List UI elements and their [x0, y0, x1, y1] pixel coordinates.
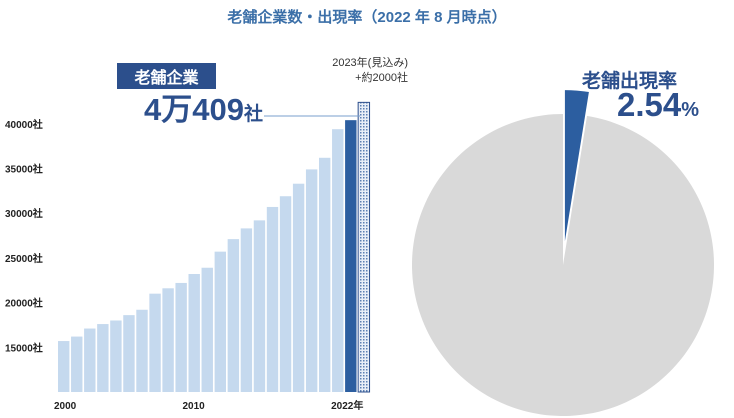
chart-title: 老舗企業数・出現率（2022 年 8 月時点） [227, 9, 507, 26]
bar-2009 [175, 282, 187, 392]
y-tick-label: 40000社 [5, 118, 43, 131]
bar-2008 [162, 288, 174, 392]
x-axis: 2000 2010 2022年 [54, 399, 363, 412]
bar-2014 [240, 228, 253, 392]
x-tick-label: 2000 [54, 401, 77, 412]
x-tick-label: 2022年 [331, 399, 363, 412]
rate-unit: % [681, 99, 700, 121]
y-tick-label: 30000社 [5, 207, 43, 220]
forecast-increase: +約2000社 [355, 72, 408, 84]
bar-2015 [253, 220, 266, 392]
y-axis: 15000社 20000社 25000社 30000社 35000社 40000社 [5, 118, 43, 354]
rate-label: 老舗出現率 [582, 71, 678, 92]
pie-chart [412, 90, 715, 416]
bar-2010 [188, 274, 200, 392]
bar-2022年 [345, 120, 357, 392]
count-unit: 社 [243, 104, 263, 125]
pie-slice-その他 [412, 114, 715, 416]
bar-2002 [84, 328, 96, 392]
bar-2007 [149, 293, 161, 392]
y-tick-label: 15000社 [5, 341, 43, 354]
y-tick-label: 20000社 [5, 297, 43, 310]
y-tick-label: 25000社 [5, 252, 43, 265]
bar-2020 [319, 157, 331, 392]
old-company-badge: 老舗企業 [117, 63, 216, 89]
bar-2018 [292, 183, 305, 392]
bar-2012 [214, 251, 226, 392]
bar-2011 [201, 267, 213, 392]
bar-2021 [332, 129, 344, 392]
bar-2005 [123, 315, 135, 392]
bar-2004 [110, 320, 122, 392]
forecast-note: 2023年(見込み) +約2000社 [298, 56, 408, 86]
bar-2006 [136, 309, 148, 392]
bar-2017 [279, 196, 292, 392]
forecast-year: 2023年(見込み) [332, 57, 408, 69]
bar-2019 [305, 169, 318, 392]
bar-2023年(見込み) [357, 101, 371, 393]
bar-2003 [97, 324, 109, 392]
bar-2016 [266, 206, 279, 392]
bar-series [58, 101, 371, 393]
bar-2000 [58, 341, 70, 392]
x-tick-label: 2010 [183, 401, 206, 412]
pie-slice-老舗企業 [564, 90, 589, 242]
rate-number: 2.54 [617, 86, 682, 123]
y-tick-label: 35000社 [5, 163, 43, 176]
bar-2013 [227, 239, 240, 392]
rate-value: 2.54% [617, 87, 699, 128]
count-number: 4万409 [144, 92, 244, 127]
old-company-count: 4万409社 [144, 94, 263, 131]
bar-2001 [71, 336, 83, 392]
